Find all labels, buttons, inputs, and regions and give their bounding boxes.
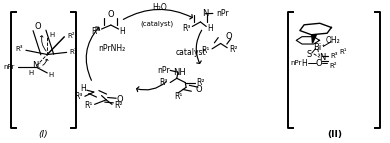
Text: N: N xyxy=(319,53,325,62)
Text: R³: R³ xyxy=(15,46,23,52)
Text: (catalyst): (catalyst) xyxy=(140,20,173,27)
Text: H: H xyxy=(49,32,55,38)
Text: H: H xyxy=(29,70,34,76)
Text: (I): (I) xyxy=(39,130,48,139)
Text: H: H xyxy=(301,59,307,68)
Text: O: O xyxy=(196,85,202,94)
Text: NH: NH xyxy=(174,68,186,77)
Text: nPr: nPr xyxy=(157,66,169,75)
Text: R³: R³ xyxy=(182,24,191,33)
Text: H: H xyxy=(120,27,125,36)
Text: R¹: R¹ xyxy=(70,49,77,55)
Text: OH₂: OH₂ xyxy=(326,36,340,45)
Text: O: O xyxy=(225,32,232,41)
Text: O: O xyxy=(116,95,123,104)
Text: nPrNH₂: nPrNH₂ xyxy=(98,44,126,53)
Text: R²: R² xyxy=(229,45,238,54)
Text: R¹: R¹ xyxy=(202,46,210,55)
Text: R²: R² xyxy=(329,63,337,69)
Text: nPr: nPr xyxy=(216,9,229,18)
Text: nPr: nPr xyxy=(291,60,302,66)
Text: S: S xyxy=(306,50,311,59)
Text: nPr: nPr xyxy=(4,64,15,70)
Text: N:: N: xyxy=(32,61,41,70)
Polygon shape xyxy=(312,35,316,43)
Text: O: O xyxy=(316,59,322,68)
Text: R²: R² xyxy=(114,101,122,110)
Text: H: H xyxy=(48,72,54,78)
Text: R³: R³ xyxy=(330,53,338,59)
Text: R¹: R¹ xyxy=(339,49,347,55)
Text: H₂O: H₂O xyxy=(152,3,167,12)
Text: catalyst: catalyst xyxy=(176,48,206,57)
Text: R¹: R¹ xyxy=(84,101,92,110)
Text: R²: R² xyxy=(67,33,75,39)
Text: O: O xyxy=(108,10,114,19)
Text: O: O xyxy=(34,22,41,31)
Text: (II): (II) xyxy=(328,130,342,139)
Text: H: H xyxy=(207,24,213,33)
Text: H: H xyxy=(80,84,86,93)
Text: R¹: R¹ xyxy=(174,92,182,101)
Text: R²: R² xyxy=(197,78,205,87)
Text: R³: R³ xyxy=(91,27,99,36)
Text: N: N xyxy=(202,9,209,18)
Text: Bi⁺: Bi⁺ xyxy=(313,43,326,52)
Text: R³: R³ xyxy=(160,78,168,87)
Text: R³: R³ xyxy=(74,93,83,102)
